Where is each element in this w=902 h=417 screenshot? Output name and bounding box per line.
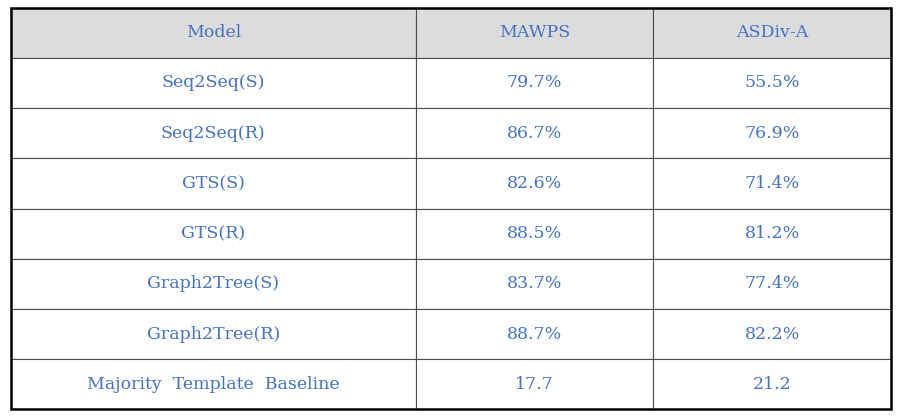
Bar xyxy=(416,259,653,309)
Bar xyxy=(416,158,653,208)
Bar xyxy=(416,309,653,359)
Bar xyxy=(416,108,653,158)
Text: 88.5%: 88.5% xyxy=(507,225,562,242)
Bar xyxy=(11,359,416,409)
Bar xyxy=(653,58,891,108)
Bar xyxy=(11,108,416,158)
Text: Graph2Tree(S): Graph2Tree(S) xyxy=(147,275,280,292)
Text: 77.4%: 77.4% xyxy=(745,275,800,292)
Text: 55.5%: 55.5% xyxy=(744,74,800,91)
Text: 82.6%: 82.6% xyxy=(507,175,562,192)
Bar xyxy=(653,208,891,259)
Bar xyxy=(416,8,653,58)
Text: Seq2Seq(S): Seq2Seq(S) xyxy=(161,74,265,91)
Bar xyxy=(653,309,891,359)
Text: 86.7%: 86.7% xyxy=(507,125,562,142)
Bar xyxy=(11,259,416,309)
Bar xyxy=(653,259,891,309)
Text: 81.2%: 81.2% xyxy=(745,225,800,242)
Text: GTS(S): GTS(S) xyxy=(182,175,244,192)
Bar xyxy=(653,108,891,158)
Bar xyxy=(11,8,416,58)
Text: 79.7%: 79.7% xyxy=(507,74,562,91)
Bar xyxy=(11,309,416,359)
Bar xyxy=(416,58,653,108)
Bar xyxy=(416,208,653,259)
Text: GTS(R): GTS(R) xyxy=(181,225,245,242)
Text: Majority  Template  Baseline: Majority Template Baseline xyxy=(87,376,340,393)
Text: 82.2%: 82.2% xyxy=(745,326,800,343)
Text: MAWPS: MAWPS xyxy=(499,24,570,41)
Text: 83.7%: 83.7% xyxy=(507,275,562,292)
Bar xyxy=(653,8,891,58)
Text: 17.7: 17.7 xyxy=(515,376,554,393)
Bar xyxy=(11,58,416,108)
Text: 21.2: 21.2 xyxy=(753,376,792,393)
Text: 71.4%: 71.4% xyxy=(745,175,800,192)
Text: Graph2Tree(R): Graph2Tree(R) xyxy=(147,326,280,343)
Bar xyxy=(11,208,416,259)
Bar xyxy=(653,359,891,409)
Text: Model: Model xyxy=(186,24,241,41)
Text: 88.7%: 88.7% xyxy=(507,326,562,343)
Bar xyxy=(11,158,416,208)
Bar xyxy=(653,158,891,208)
Text: Seq2Seq(R): Seq2Seq(R) xyxy=(161,125,265,142)
Text: ASDiv-A: ASDiv-A xyxy=(736,24,808,41)
Bar xyxy=(416,359,653,409)
Text: 76.9%: 76.9% xyxy=(745,125,800,142)
